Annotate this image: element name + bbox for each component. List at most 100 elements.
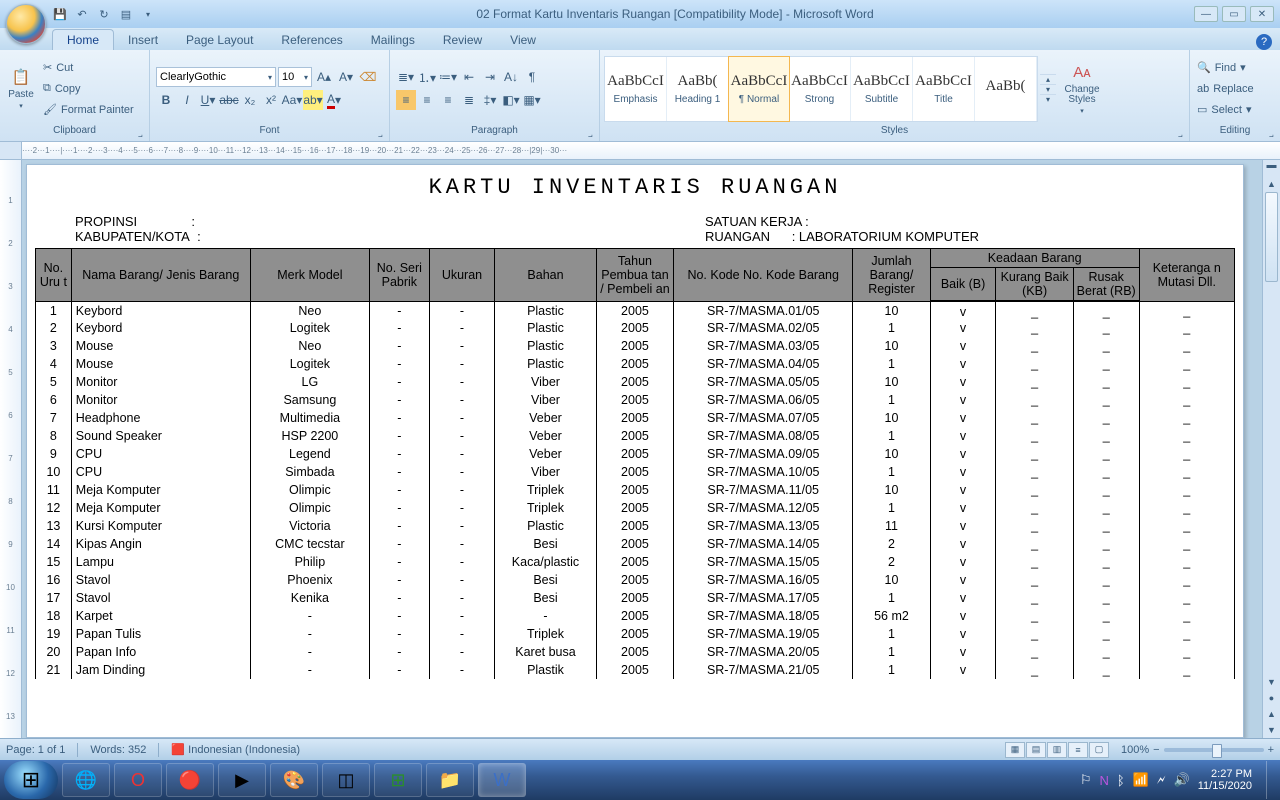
- vertical-ruler[interactable]: 12345678910111213: [0, 160, 22, 738]
- taskbar-app1[interactable]: ◫: [322, 763, 370, 797]
- taskbar-chrome[interactable]: 🔴: [166, 763, 214, 797]
- taskbar-word[interactable]: W: [478, 763, 526, 797]
- scroll-up-icon[interactable]: ▲: [1263, 176, 1280, 192]
- status-lang[interactable]: 🟥 Indonesian (Indonesia): [171, 743, 300, 756]
- increase-indent-button[interactable]: ⇥: [480, 67, 500, 87]
- tab-page-layout[interactable]: Page Layout: [172, 30, 267, 50]
- subscript-button[interactable]: x₂: [240, 90, 260, 110]
- paste-button[interactable]: 📋Paste▾: [4, 56, 38, 122]
- taskbar-opera[interactable]: O: [114, 763, 162, 797]
- show-marks-button[interactable]: ¶: [522, 67, 542, 87]
- gallery-nav[interactable]: ▴▾▾: [1040, 74, 1056, 104]
- save-icon[interactable]: 💾: [52, 6, 68, 22]
- taskbar-excel[interactable]: ⊞: [374, 763, 422, 797]
- maximize-button[interactable]: ▭: [1222, 6, 1246, 22]
- sort-button[interactable]: A↓: [501, 67, 521, 87]
- justify-button[interactable]: ≣: [459, 90, 479, 110]
- replace-button[interactable]: abReplace: [1194, 79, 1257, 99]
- underline-button[interactable]: U▾: [198, 90, 218, 110]
- taskbar-ie[interactable]: 🌐: [62, 763, 110, 797]
- status-words[interactable]: Words: 352: [90, 744, 146, 756]
- font-color-button[interactable]: A▾: [324, 90, 344, 110]
- superscript-button[interactable]: x²: [261, 90, 281, 110]
- decrease-indent-button[interactable]: ⇤: [459, 67, 479, 87]
- show-desktop-button[interactable]: [1266, 761, 1276, 799]
- change-case-button[interactable]: Aa▾: [282, 90, 302, 110]
- tab-references[interactable]: References: [267, 30, 356, 50]
- multilevel-button[interactable]: ≔▾: [438, 67, 458, 87]
- tray-battery-icon[interactable]: 🗲: [1157, 772, 1166, 788]
- undo-icon[interactable]: ↶: [74, 6, 90, 22]
- borders-button[interactable]: ▦▾: [522, 90, 542, 110]
- select-button[interactable]: ▭Select ▾: [1194, 100, 1257, 120]
- office-button[interactable]: [6, 4, 46, 44]
- zoom-slider[interactable]: [1164, 748, 1264, 752]
- strikethrough-button[interactable]: abc: [219, 90, 239, 110]
- zoom-out-button[interactable]: −: [1153, 744, 1159, 756]
- taskbar-paint[interactable]: 🎨: [270, 763, 318, 797]
- view-full-screen[interactable]: ▤: [1026, 742, 1046, 758]
- tray-flag-icon[interactable]: ⚐: [1080, 772, 1092, 788]
- view-print-layout[interactable]: ▦: [1005, 742, 1025, 758]
- tray-onenote-icon[interactable]: N: [1100, 773, 1109, 788]
- zoom-level[interactable]: 100%: [1121, 744, 1149, 756]
- clear-format-button[interactable]: ⌫: [358, 67, 378, 87]
- style-item[interactable]: AaBb(Heading 1: [667, 57, 729, 121]
- view-outline[interactable]: ≡: [1068, 742, 1088, 758]
- taskbar-explorer[interactable]: 📁: [426, 763, 474, 797]
- minimize-button[interactable]: —: [1194, 6, 1218, 22]
- grow-font-button[interactable]: A▴: [314, 67, 334, 87]
- style-item[interactable]: AaBbCcI¶ Normal: [728, 56, 790, 122]
- taskbar-media[interactable]: ▶: [218, 763, 266, 797]
- bold-button[interactable]: B: [156, 90, 176, 110]
- help-icon[interactable]: ?: [1256, 34, 1272, 50]
- align-right-button[interactable]: ≡: [438, 90, 458, 110]
- start-button[interactable]: ⊞: [4, 761, 58, 799]
- bullets-button[interactable]: ≣▾: [396, 67, 416, 87]
- line-spacing-button[interactable]: ‡▾: [480, 90, 500, 110]
- close-button[interactable]: ✕: [1250, 6, 1274, 22]
- tray-network-icon[interactable]: 📶: [1133, 772, 1149, 788]
- cut-button[interactable]: ✂Cut: [40, 58, 137, 78]
- tray-volume-icon[interactable]: 🔊: [1174, 772, 1190, 788]
- style-item[interactable]: AaBb(: [975, 57, 1037, 121]
- redo-icon[interactable]: ↻: [96, 6, 112, 22]
- tab-review[interactable]: Review: [429, 30, 496, 50]
- change-styles-button[interactable]: AᴀChange Styles▾: [1058, 56, 1106, 122]
- font-size-select[interactable]: 10: [278, 67, 312, 87]
- shading-button[interactable]: ◧▾: [501, 90, 521, 110]
- copy-button[interactable]: ⧉Copy: [40, 79, 137, 99]
- status-page[interactable]: Page: 1 of 1: [6, 744, 65, 756]
- view-draft[interactable]: ▢: [1089, 742, 1109, 758]
- vertical-scrollbar[interactable]: ▬ ▲ ▼ ● ▲▼: [1262, 160, 1280, 738]
- styles-gallery[interactable]: AaBbCcIEmphasisAaBb(Heading 1AaBbCcI¶ No…: [604, 56, 1038, 122]
- tray-bt-icon[interactable]: ᛒ: [1117, 773, 1125, 788]
- tab-home[interactable]: Home: [52, 29, 114, 50]
- align-left-button[interactable]: ≡: [396, 90, 416, 110]
- style-item[interactable]: AaBbCcISubtitle: [851, 57, 913, 121]
- browse-object-icon[interactable]: ●: [1263, 690, 1280, 706]
- style-item[interactable]: AaBbCcIEmphasis: [605, 57, 667, 121]
- tab-view[interactable]: View: [496, 30, 550, 50]
- taskbar-clock[interactable]: 2:27 PM 11/15/2020: [1198, 768, 1252, 792]
- style-item[interactable]: AaBbCcITitle: [913, 57, 975, 121]
- view-web[interactable]: ▥: [1047, 742, 1067, 758]
- format-painter-button[interactable]: 🖌Format Painter: [40, 100, 137, 120]
- scroll-thumb[interactable]: [1265, 192, 1278, 282]
- italic-button[interactable]: I: [177, 90, 197, 110]
- qat-more-icon[interactable]: ▾: [140, 6, 156, 22]
- scroll-down-icon[interactable]: ▼: [1263, 674, 1280, 690]
- style-item[interactable]: AaBbCcIStrong: [789, 57, 851, 121]
- numbering-button[interactable]: ⒈▾: [417, 67, 437, 87]
- shrink-font-button[interactable]: A▾: [336, 67, 356, 87]
- document-page[interactable]: KARTU INVENTARIS RUANGAN PROPINSI : KABU…: [26, 164, 1244, 738]
- tab-insert[interactable]: Insert: [114, 30, 172, 50]
- find-button[interactable]: 🔍Find ▾: [1194, 58, 1257, 78]
- tab-mailings[interactable]: Mailings: [357, 30, 429, 50]
- zoom-in-button[interactable]: +: [1268, 744, 1274, 756]
- print-icon[interactable]: ▤: [118, 6, 134, 22]
- highlight-button[interactable]: ab▾: [303, 90, 323, 110]
- align-center-button[interactable]: ≡: [417, 90, 437, 110]
- font-name-select[interactable]: ClearlyGothic: [156, 67, 276, 87]
- horizontal-ruler[interactable]: ····2···1····|····1····2····3····4····5·…: [0, 142, 1280, 160]
